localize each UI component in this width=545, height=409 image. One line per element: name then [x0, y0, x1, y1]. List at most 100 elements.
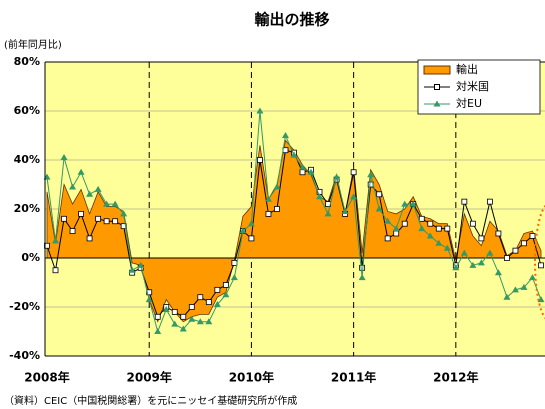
- y-tick-label: 40%: [14, 153, 40, 166]
- marker: [60, 154, 68, 161]
- marker: [154, 313, 161, 320]
- note: （資料）CEIC（中国税関総署）を元にニッセイ基礎研究所が作成: [4, 394, 297, 407]
- marker: [154, 328, 162, 334]
- marker: [392, 225, 400, 232]
- marker: [461, 198, 468, 205]
- marker: [196, 318, 204, 325]
- marker: [452, 264, 460, 271]
- marker: [120, 223, 127, 230]
- y-tick-label: -20%: [9, 300, 40, 313]
- marker: [213, 301, 221, 308]
- marker: [171, 308, 178, 315]
- marker: [103, 218, 110, 225]
- marker: [435, 225, 442, 232]
- marker: [231, 259, 238, 266]
- marker: [376, 191, 383, 198]
- y-axis-label: (前年同月比): [4, 38, 62, 51]
- marker: [333, 173, 341, 180]
- marker: [409, 200, 417, 207]
- marker: [128, 266, 136, 273]
- marker: [528, 274, 536, 281]
- marker: [248, 235, 255, 242]
- marker: [69, 183, 77, 190]
- marker: [341, 207, 349, 214]
- marker: [367, 171, 375, 178]
- marker: [247, 220, 255, 227]
- marker: [495, 230, 502, 237]
- x-tick-label: 2009年: [127, 370, 172, 385]
- marker: [384, 217, 392, 224]
- marker: [401, 200, 409, 207]
- y-tick-label: -40%: [9, 349, 40, 362]
- marker: [307, 168, 315, 175]
- marker: [61, 215, 67, 222]
- marker: [120, 210, 128, 217]
- legend-label: 対EU: [456, 96, 482, 110]
- y-tick-label: 20%: [14, 202, 40, 215]
- marker: [537, 296, 545, 303]
- marker: [418, 225, 426, 232]
- marker: [145, 296, 153, 303]
- marker: [205, 318, 213, 325]
- marker: [112, 218, 119, 225]
- marker: [205, 299, 212, 306]
- marker: [494, 269, 502, 276]
- marker: [520, 283, 528, 290]
- marker: [222, 282, 229, 288]
- marker: [486, 198, 493, 205]
- marker: [197, 294, 204, 301]
- x-tick-label: 2012年: [433, 370, 478, 385]
- marker: [274, 206, 280, 212]
- marker: [538, 262, 544, 269]
- marker: [469, 261, 477, 268]
- marker: [179, 325, 187, 332]
- marker: [393, 230, 400, 237]
- marker: [188, 315, 196, 322]
- marker: [52, 237, 60, 244]
- legend-swatch: [423, 65, 451, 75]
- marker: [222, 291, 230, 298]
- marker: [443, 244, 451, 251]
- marker: [375, 205, 383, 212]
- marker: [180, 313, 187, 320]
- marker: [86, 190, 94, 197]
- marker: [69, 228, 76, 234]
- marker: [214, 286, 221, 293]
- marker: [137, 261, 145, 268]
- marker: [256, 107, 264, 114]
- marker: [486, 249, 494, 256]
- marker: [401, 220, 408, 227]
- marker: [171, 320, 179, 327]
- marker: [512, 247, 519, 254]
- marker: [239, 227, 247, 234]
- marker: [324, 210, 332, 217]
- marker: [111, 200, 119, 207]
- marker: [478, 235, 485, 242]
- marker: [503, 293, 511, 300]
- marker: [162, 305, 170, 312]
- marker: [299, 169, 306, 176]
- marker: [78, 210, 84, 217]
- marker: [265, 210, 272, 217]
- marker: [52, 267, 59, 274]
- marker: [350, 169, 357, 176]
- marker: [529, 233, 536, 239]
- marker: [418, 215, 425, 222]
- marker: [426, 232, 434, 239]
- marker: [444, 225, 451, 232]
- marker: [230, 274, 238, 281]
- marker: [94, 185, 102, 192]
- marker: [511, 286, 519, 293]
- x-tick-label: 2011年: [331, 370, 376, 385]
- marker: [504, 255, 510, 261]
- marker: [469, 220, 476, 227]
- legend-label: 対米国: [456, 79, 489, 93]
- marker: [384, 235, 391, 242]
- marker: [477, 259, 485, 266]
- y-tick-label: 0%: [21, 251, 40, 264]
- marker: [95, 215, 102, 222]
- x-tick-label: 2010年: [229, 370, 274, 385]
- marker: [427, 220, 434, 227]
- y-tick-label: 80%: [14, 55, 40, 68]
